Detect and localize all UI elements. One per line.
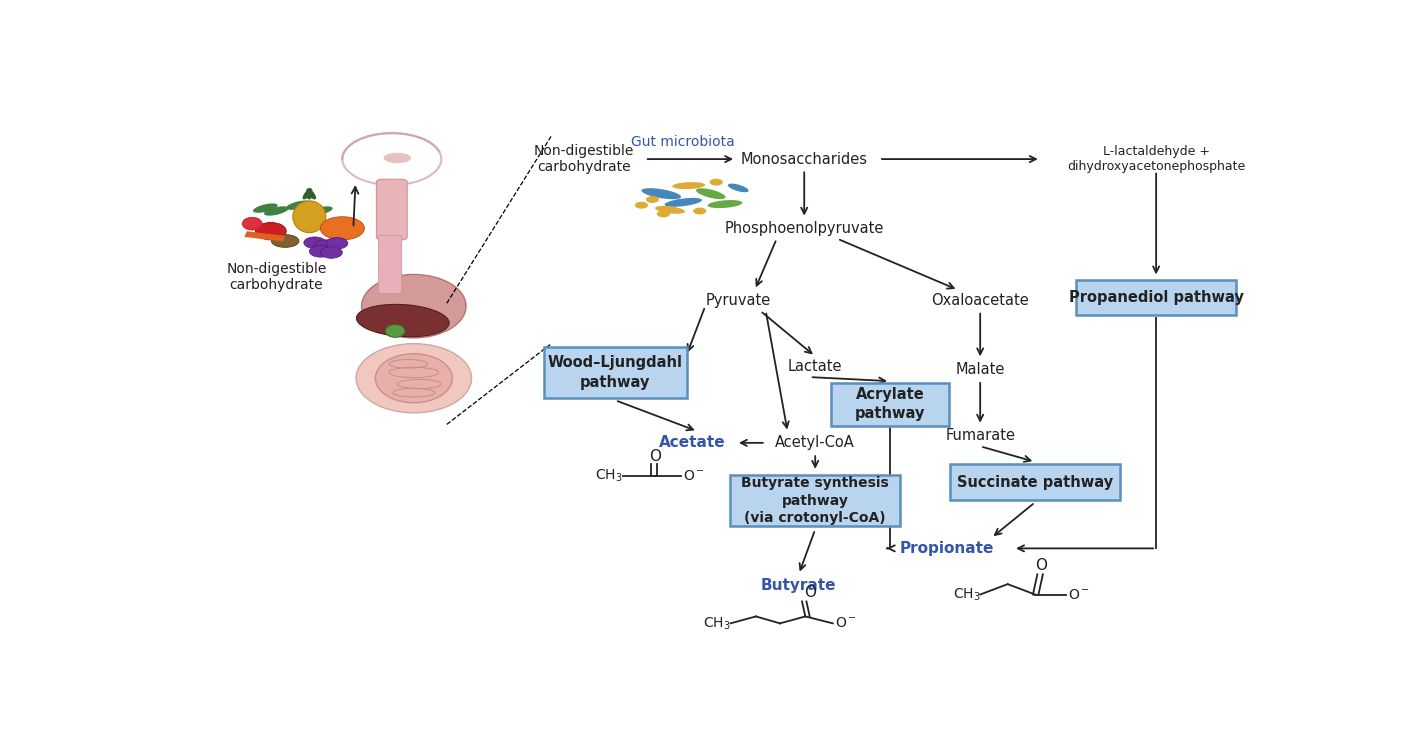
Ellipse shape (356, 304, 450, 337)
Text: Non-digestible
carbohydrate: Non-digestible carbohydrate (534, 144, 634, 175)
FancyBboxPatch shape (830, 383, 949, 426)
Text: O: O (648, 449, 661, 464)
Ellipse shape (264, 206, 288, 216)
Ellipse shape (708, 200, 742, 208)
Text: Succinate pathway: Succinate pathway (956, 475, 1114, 490)
Ellipse shape (656, 206, 685, 213)
Ellipse shape (385, 324, 404, 337)
FancyBboxPatch shape (729, 475, 901, 527)
Text: Butyrate: Butyrate (761, 578, 836, 593)
Ellipse shape (673, 182, 705, 189)
Ellipse shape (307, 188, 312, 199)
Text: CH$_3$: CH$_3$ (702, 615, 731, 631)
FancyBboxPatch shape (1077, 279, 1236, 315)
Text: Acetyl-CoA: Acetyl-CoA (775, 435, 856, 450)
Ellipse shape (695, 188, 725, 199)
Ellipse shape (641, 188, 681, 199)
Circle shape (657, 210, 670, 217)
Ellipse shape (302, 189, 312, 199)
Text: Lactate: Lactate (788, 360, 843, 374)
Ellipse shape (271, 234, 299, 247)
Text: CH$_3$: CH$_3$ (952, 586, 981, 603)
Text: Acetate: Acetate (658, 435, 725, 450)
Text: Acrylate
pathway: Acrylate pathway (854, 387, 925, 421)
Text: O$^-$: O$^-$ (684, 470, 705, 483)
Circle shape (326, 237, 348, 249)
Circle shape (692, 207, 707, 214)
Text: Malate: Malate (955, 362, 1005, 377)
Circle shape (646, 196, 658, 203)
FancyBboxPatch shape (379, 235, 402, 294)
Ellipse shape (243, 217, 263, 230)
FancyBboxPatch shape (543, 347, 687, 398)
Ellipse shape (253, 204, 278, 213)
Ellipse shape (292, 201, 326, 233)
Circle shape (304, 237, 326, 249)
Text: O$^-$: O$^-$ (834, 616, 857, 631)
Text: Propanediol pathway: Propanediol pathway (1069, 290, 1243, 305)
Text: Gut microbiota: Gut microbiota (631, 135, 735, 149)
Text: O$^-$: O$^-$ (1069, 587, 1090, 601)
Text: Propionate: Propionate (900, 541, 995, 556)
Text: Butyrate synthesis
pathway
(via crotonyl-CoA): Butyrate synthesis pathway (via crotonyl… (741, 476, 890, 525)
Text: O: O (803, 585, 816, 600)
Text: Phosphoenolpyruvate: Phosphoenolpyruvate (725, 221, 884, 236)
Text: O: O (1034, 557, 1047, 572)
Circle shape (634, 201, 648, 209)
Circle shape (710, 179, 722, 186)
Circle shape (315, 240, 336, 252)
Ellipse shape (307, 189, 316, 199)
Ellipse shape (287, 201, 311, 210)
Ellipse shape (728, 184, 749, 192)
Text: Non-digestible
carbohydrate: Non-digestible carbohydrate (226, 262, 326, 292)
Text: CH$_3$: CH$_3$ (595, 468, 623, 485)
Ellipse shape (375, 354, 453, 403)
Text: Pyruvate: Pyruvate (705, 293, 771, 308)
Ellipse shape (308, 206, 332, 216)
Text: L-lactaldehyde +
dihydroxyacetonephosphate: L-lactaldehyde + dihydroxyacetonephospha… (1067, 145, 1246, 173)
Ellipse shape (356, 344, 471, 413)
Ellipse shape (664, 198, 702, 207)
Circle shape (321, 246, 342, 258)
Text: Wood–Ljungdahl
pathway: Wood–Ljungdahl pathway (548, 355, 683, 389)
FancyBboxPatch shape (949, 464, 1121, 500)
Ellipse shape (255, 222, 287, 240)
Text: Fumarate: Fumarate (945, 428, 1015, 443)
Circle shape (309, 246, 332, 257)
Ellipse shape (383, 153, 412, 163)
FancyBboxPatch shape (376, 179, 407, 240)
Ellipse shape (362, 274, 465, 338)
Text: Monosaccharides: Monosaccharides (741, 151, 867, 166)
FancyArrow shape (244, 231, 285, 241)
Circle shape (321, 216, 365, 240)
Text: Oxaloacetate: Oxaloacetate (931, 293, 1029, 308)
